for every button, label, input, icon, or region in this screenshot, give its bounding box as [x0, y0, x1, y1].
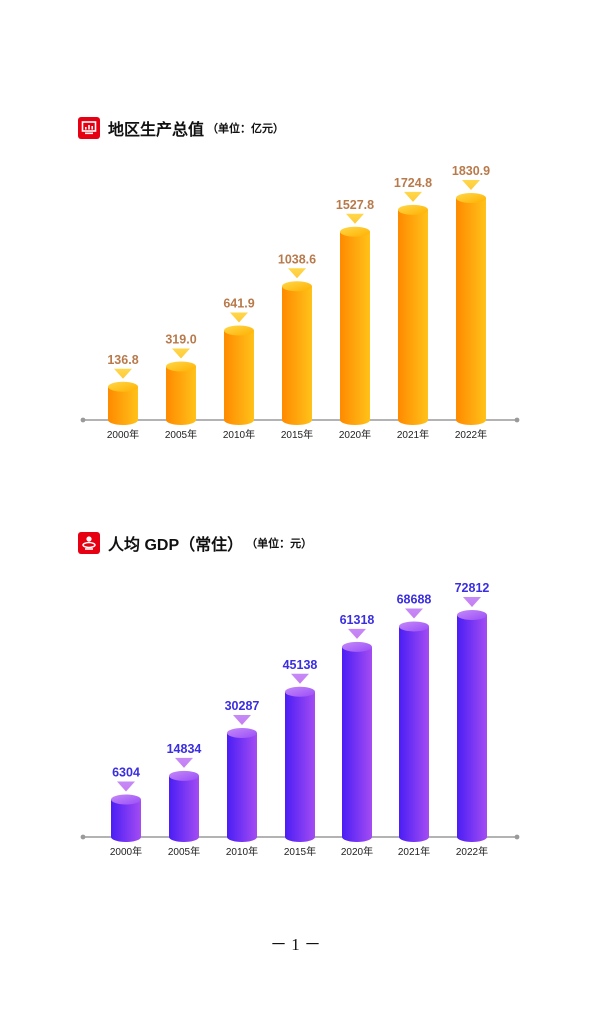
gdp-bar	[108, 381, 138, 425]
monitor-chart-icon	[78, 117, 100, 139]
per-capita-gdp-value-label: 6304	[112, 766, 140, 780]
gdp-bar	[282, 281, 312, 425]
per-capita-gdp-plot: 6304 2000年 14834 2005年 30287 2010年 45138 2015年 6…	[80, 581, 520, 858]
gdp-bar	[166, 361, 196, 425]
gdp-chart-title: 地区生产总值 （单位：亿元）	[78, 116, 284, 140]
per-capita-gdp-bar	[285, 686, 315, 842]
per-capita-gdp-category-label: 2020年	[341, 845, 373, 858]
gdp-value-label: 319.0	[165, 332, 196, 346]
per-capita-gdp-title-text: 人均 GDP（常住）	[108, 537, 244, 554]
gdp-title-text: 地区生产总值	[108, 122, 205, 139]
gdp-category-label: 2000年	[107, 428, 139, 441]
per-capita-gdp-value-label: 72812	[455, 581, 490, 595]
gdp-value-label: 136.8	[107, 353, 138, 367]
per-capita-gdp-axis-end-dot	[80, 834, 86, 840]
gdp-category-label: 2005年	[165, 428, 197, 441]
gdp-category-label: 2022年	[455, 428, 487, 441]
gdp-axis-end-dot	[80, 417, 86, 423]
gdp-value-label: 1830.9	[452, 164, 490, 178]
per-capita-gdp-bar	[399, 621, 429, 842]
per-capita-gdp-value-label: 61318	[340, 613, 375, 627]
per-capita-gdp-value-label: 45138	[283, 658, 318, 672]
gdp-value-marker	[172, 348, 190, 359]
gdp-bar	[340, 226, 370, 425]
per-capita-gdp-value-marker	[291, 673, 309, 684]
gdp-value-marker	[288, 268, 306, 279]
per-capita-gdp-category-label: 2005年	[168, 845, 200, 858]
gdp-value-label: 1527.8	[336, 198, 374, 212]
gdp-value-marker	[346, 213, 364, 224]
gdp-value-marker	[230, 312, 248, 323]
gdp-value-label: 1724.8	[394, 176, 432, 190]
per-capita-gdp-bar	[342, 641, 372, 842]
gdp-value-marker	[114, 368, 132, 379]
per-capita-gdp-unit-text: （单位：元）	[246, 538, 313, 550]
page-number: － 1 －	[270, 935, 321, 954]
gdp-value-marker	[462, 180, 480, 190]
gdp-category-label: 2010年	[223, 428, 255, 441]
per-capita-gdp-value-label: 14834	[167, 742, 202, 756]
per-capita-gdp-category-label: 2000年	[110, 845, 142, 858]
gdp-plot: 136.8 2000年 319.0 2005年 641.9 2010年 1038.6 2015…	[80, 164, 520, 441]
per-capita-gdp-bar	[169, 770, 199, 842]
gdp-category-label: 2020年	[339, 428, 371, 441]
person-globe-icon	[78, 532, 100, 554]
per-capita-gdp-value-marker	[175, 757, 193, 768]
per-capita-gdp-value-label: 68688	[397, 592, 432, 606]
per-capita-gdp-value-marker	[233, 714, 251, 725]
per-capita-gdp-category-label: 2021年	[398, 845, 430, 858]
gdp-value-marker	[404, 191, 422, 202]
per-capita-gdp-bar	[111, 794, 141, 842]
per-capita-gdp-value-marker	[348, 628, 366, 639]
per-capita-gdp-value-marker	[405, 608, 423, 619]
gdp-axis-end-dot	[514, 417, 520, 423]
per-capita-gdp-chart-title: 人均 GDP（常住） （单位：元）	[78, 531, 312, 555]
per-capita-gdp-bar	[457, 610, 487, 842]
gdp-category-label: 2015年	[281, 428, 313, 441]
gdp-value-label: 1038.6	[278, 252, 316, 266]
per-capita-gdp-value-label: 30287	[225, 699, 260, 713]
gdp-bar	[224, 325, 254, 425]
gdp-chart: 地区生产总值 （单位：亿元） 136.8 2000年 319.0 2005年 641.9…	[0, 110, 591, 450]
per-capita-gdp-category-label: 2010年	[226, 845, 258, 858]
per-capita-gdp-bar	[227, 727, 257, 842]
gdp-category-label: 2021年	[397, 428, 429, 441]
per-capita-gdp-axis-end-dot	[514, 834, 520, 840]
gdp-unit-text: （单位：亿元）	[207, 123, 285, 135]
per-capita-gdp-chart: 人均 GDP（常住） （单位：元） 6304 2000年 14834 2005年 302…	[0, 525, 591, 865]
per-capita-gdp-category-label: 2022年	[456, 845, 488, 858]
gdp-value-label: 641.9	[223, 296, 254, 310]
per-capita-gdp-category-label: 2015年	[284, 845, 316, 858]
gdp-bar	[456, 193, 486, 425]
gdp-bar	[398, 204, 428, 425]
per-capita-gdp-value-marker	[117, 781, 135, 792]
per-capita-gdp-value-marker	[463, 597, 481, 607]
